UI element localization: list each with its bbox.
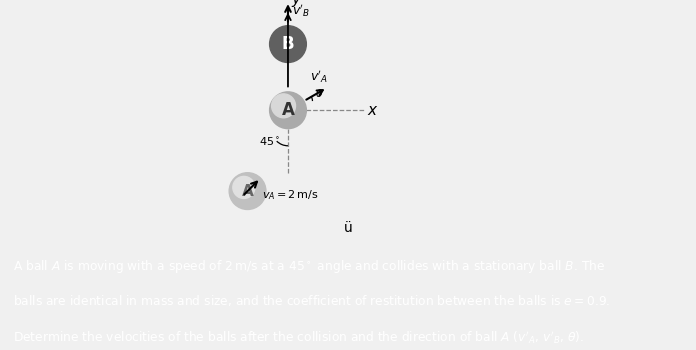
Text: y: y [291,0,300,7]
Text: A ball $\mathit{A}$ is moving with a speed of $2\,\mathrm{m/s}$ at a $45^\circ$ : A ball $\mathit{A}$ is moving with a spe… [13,258,605,275]
Text: ü: ü [344,221,352,235]
Text: $v'_B$: $v'_B$ [292,2,310,19]
Text: balls are identical in mass and size, and the coefficient of restitution between: balls are identical in mass and size, an… [13,293,610,308]
Text: 45$^\circ$: 45$^\circ$ [259,136,280,148]
Circle shape [229,173,266,209]
Text: A: A [242,184,253,198]
Text: B: B [282,35,294,53]
Text: Determine the velocities of the balls after the collision and the direction of b: Determine the velocities of the balls af… [13,329,583,345]
Text: $v_A = 2\,\mathrm{m/s}$: $v_A = 2\,\mathrm{m/s}$ [262,188,318,202]
Circle shape [269,26,306,63]
Text: $v'_A$: $v'_A$ [310,68,329,84]
Circle shape [271,94,296,118]
Circle shape [233,176,255,198]
Text: x: x [367,103,377,118]
Circle shape [269,92,306,129]
Text: $\theta$: $\theta$ [315,88,324,99]
Text: A: A [282,101,294,119]
